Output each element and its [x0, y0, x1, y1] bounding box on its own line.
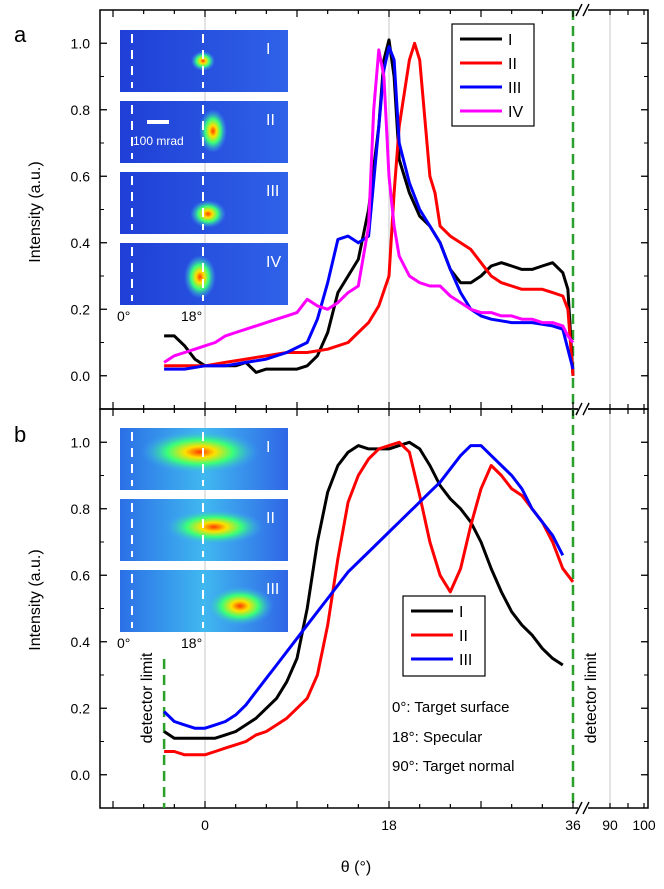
inset-panel-label: III [266, 183, 279, 200]
axis-break-mark [582, 3, 590, 17]
axis-break-mark [582, 801, 590, 815]
y-tick-label: 0.2 [71, 301, 91, 317]
x-tick-label: 100 [632, 817, 656, 833]
inset-hotspot [140, 430, 260, 474]
x-tick-label: 0 [201, 817, 209, 833]
panel-label-b: b [14, 422, 26, 447]
series-line-IV [163, 48, 575, 364]
inset-hotspot [206, 586, 274, 626]
inset-hotspot [190, 200, 226, 228]
x-tick-label: 36 [565, 817, 581, 833]
axis-break-gap [578, 802, 588, 814]
x-tick-label: 18 [381, 817, 397, 833]
x-axis-label: θ (°) [341, 859, 371, 876]
inset-hotspot [184, 255, 216, 299]
legend-box [451, 23, 535, 127]
y-tick-label: 0.4 [71, 634, 91, 650]
series-line-III [164, 45, 575, 371]
y-tick-label: 0.6 [71, 567, 91, 583]
inset-marker-label: 0° [117, 308, 130, 324]
inset-hotspot [164, 509, 264, 545]
series-line-II [164, 440, 575, 757]
y-tick-label: 0.8 [71, 501, 91, 517]
inset-panel-label: II [266, 112, 275, 129]
inset-panel-label: I [266, 439, 270, 456]
tick-marks: 0.0 0.2 0.4 0.6 0.8 1.0 0.0 0.2 0.4 0.6 0.8 1.0 0 18 3… [71, 3, 656, 833]
legend-entry: I [459, 604, 463, 621]
axis-break-mark [575, 801, 583, 815]
axis-break-mark [575, 402, 583, 416]
annotations: detector limit detector limit 0°: Target s… [139, 652, 600, 775]
y-tick-label: 0.0 [71, 767, 91, 783]
annotation-target-surface: 0°: Target surface [392, 699, 509, 716]
x-tick-label: 90 [602, 817, 618, 833]
y-tick-label: 1.0 [71, 434, 91, 450]
legend-entry: II [459, 628, 468, 645]
y-tick-label: 1.0 [71, 35, 91, 51]
data-lines [163, 38, 575, 757]
inset-panel-label: III [266, 581, 279, 598]
y-axis-label-b: Intensity (a.u.) [27, 549, 44, 650]
inset-panel-label: IV [266, 254, 281, 271]
panel-label-a: a [14, 22, 27, 47]
y-tick-label: 0.8 [71, 102, 91, 118]
axis-break-gap [578, 403, 588, 415]
legend-entry: III [459, 652, 472, 669]
annotation-detector-limit-left: detector limit [139, 652, 156, 743]
series-line-I [163, 440, 564, 740]
series-line-III [163, 444, 565, 730]
inset-hotspot [199, 109, 227, 153]
legend-entry: I [508, 32, 512, 49]
y-tick-label: 0.4 [71, 235, 91, 251]
axis-break-mark [582, 402, 590, 416]
legend-entry: IV [508, 104, 523, 121]
axis-break-gap [578, 4, 588, 16]
y-axis-label-a: Intensity (a.u.) [27, 161, 44, 262]
annotation-specular: 18°: Specular [392, 729, 482, 746]
y-tick-label: 0.6 [71, 168, 91, 184]
scale-bar-label: 100 mrad [133, 134, 184, 148]
inset-panel-label: I [266, 41, 270, 58]
axis-break-mark [575, 3, 583, 17]
annotation-target-normal: 90°: Target normal [392, 758, 514, 775]
vertical-markers [162, 10, 611, 808]
legend-entry: III [508, 80, 521, 97]
inset-panel-label: II [266, 510, 275, 527]
annotation-detector-limit-right: detector limit [583, 652, 600, 743]
scale-bar [147, 120, 169, 124]
y-tick-label: 0.2 [71, 700, 91, 716]
legend-entry: II [508, 56, 517, 73]
inset-marker-label: 0° [117, 635, 130, 651]
inset-marker-label: 18° [181, 308, 202, 324]
inset-hotspot [191, 51, 215, 71]
inset-marker-label: 18° [181, 635, 202, 651]
y-tick-label: 0.0 [71, 368, 91, 384]
